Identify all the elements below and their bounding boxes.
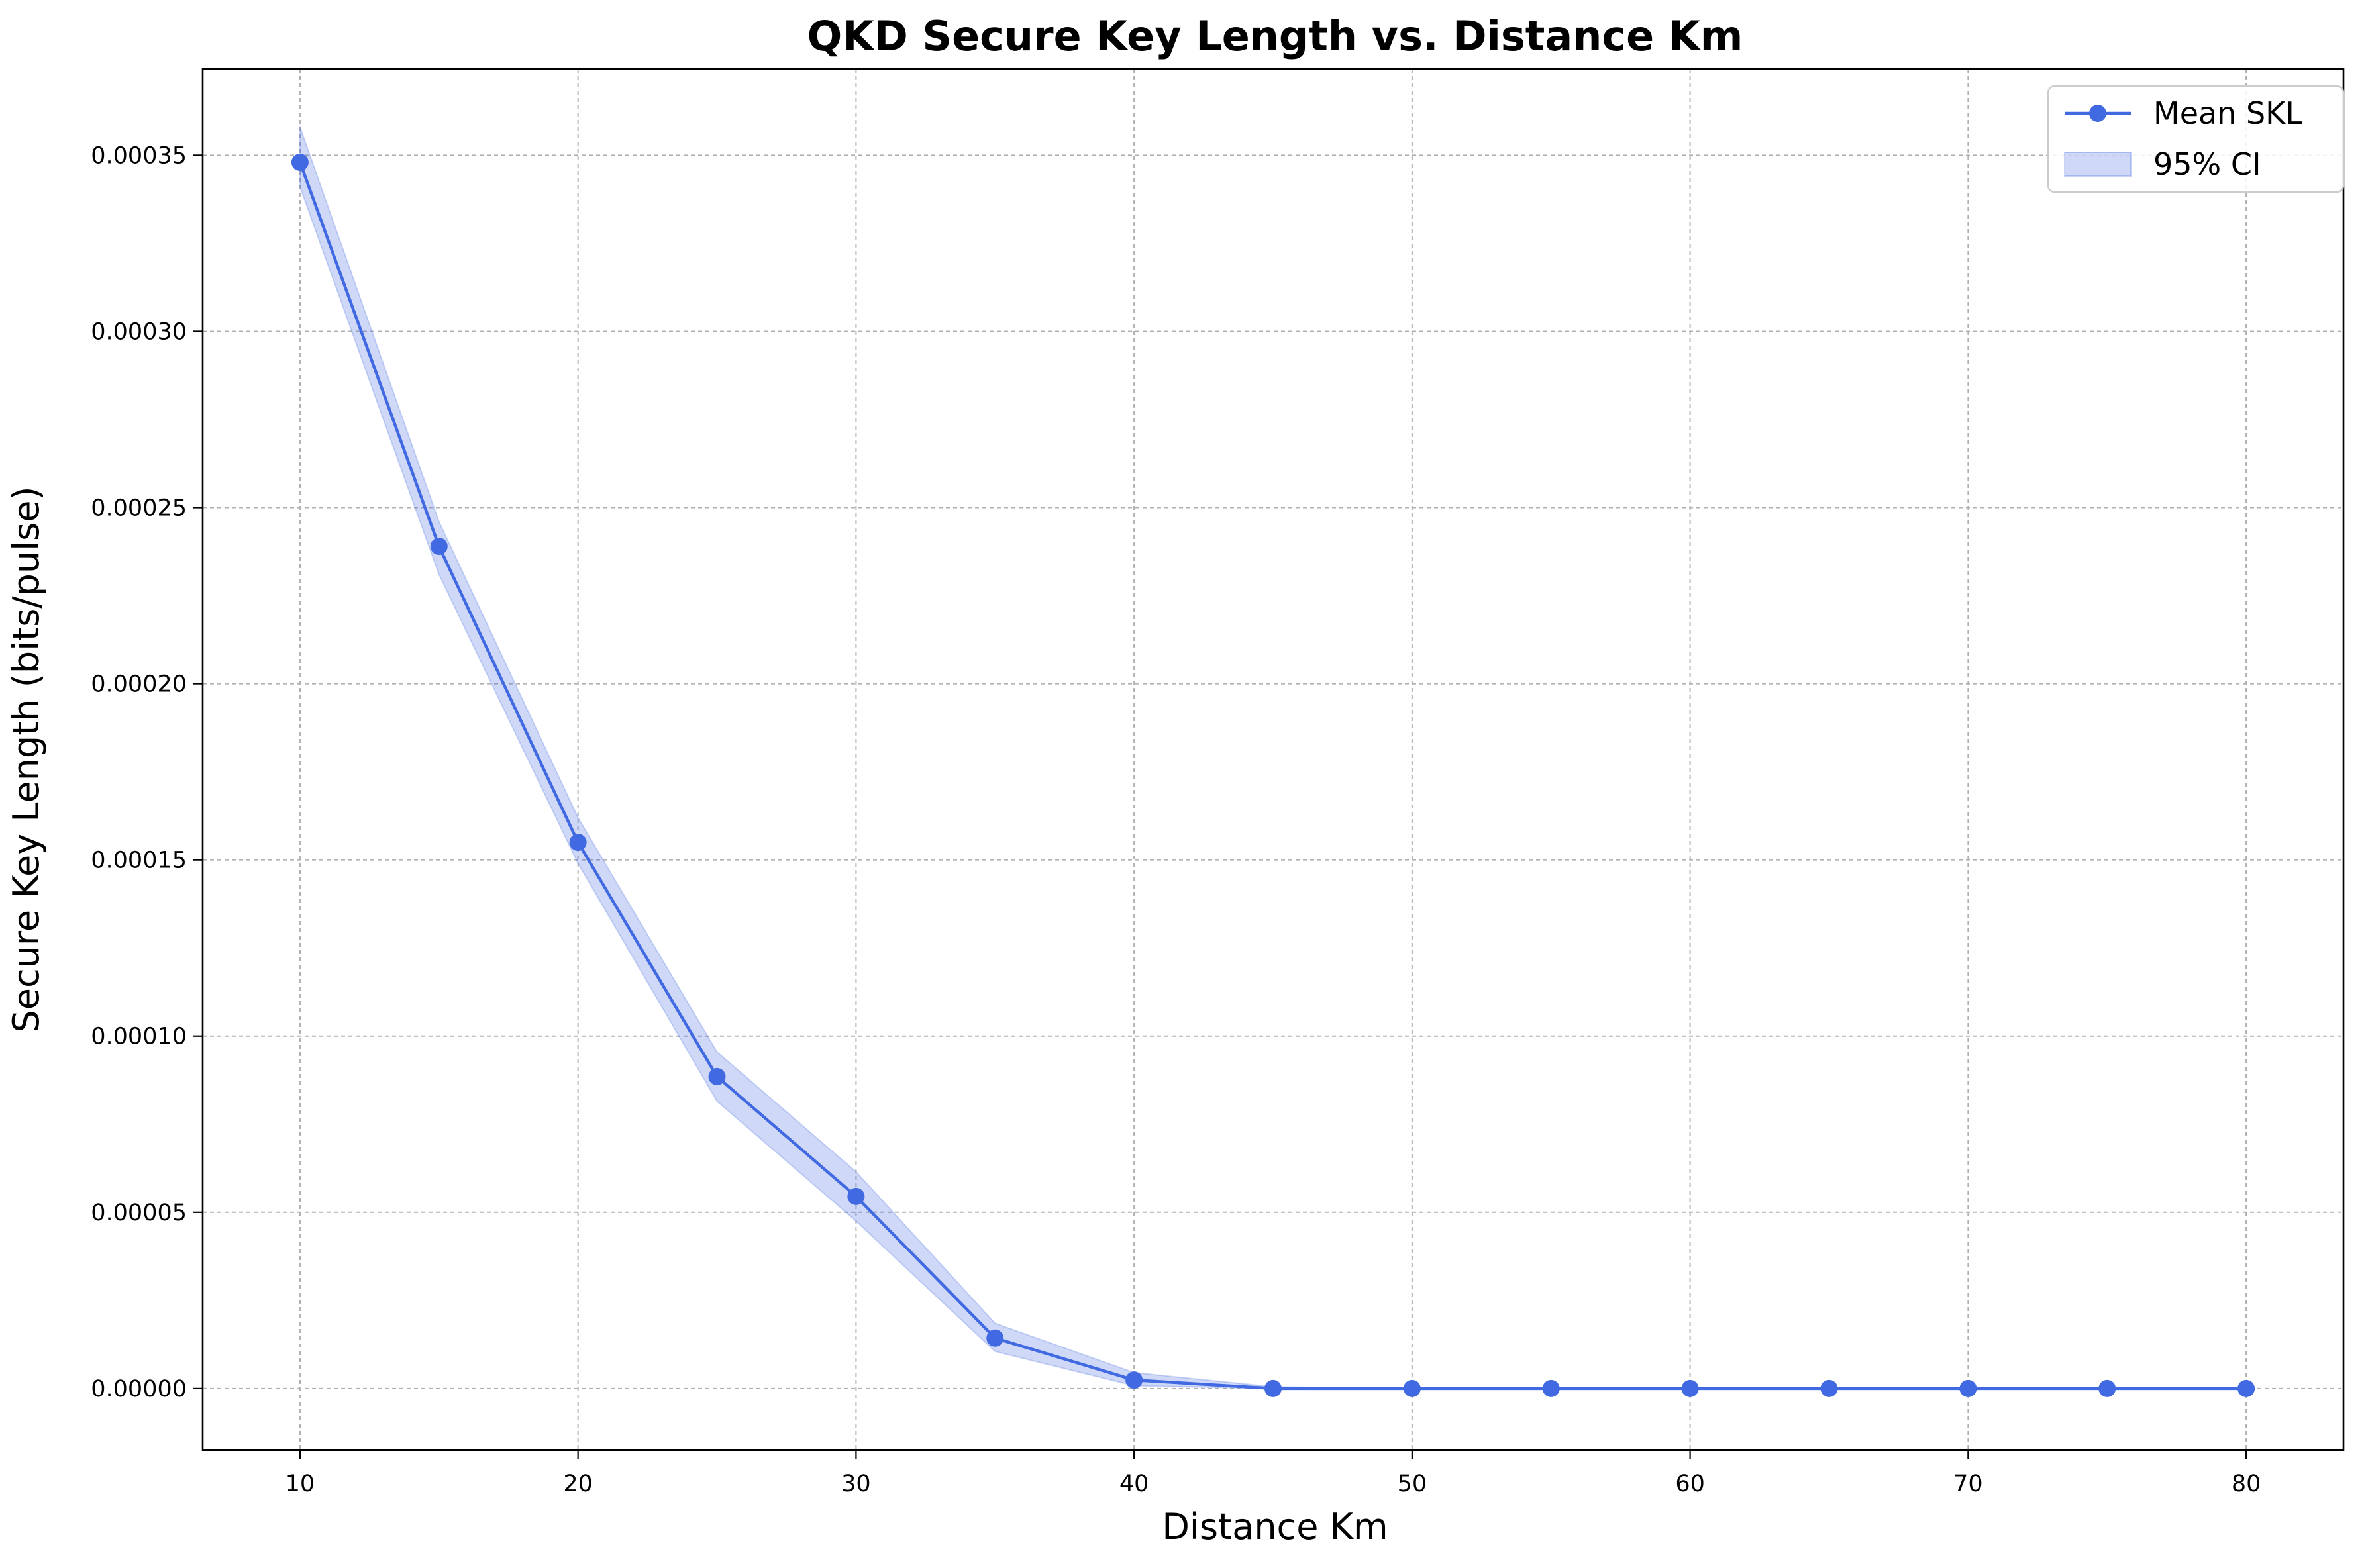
x-tick-label: 30 [841,1471,871,1497]
y-tick-label: 0.00030 [91,318,187,345]
grid [203,69,2343,1450]
data-point [1125,1371,1143,1389]
x-tick-label: 10 [285,1471,315,1497]
data-point [1542,1379,1560,1397]
data-point [430,538,448,556]
x-tick-label: 20 [563,1471,593,1497]
y-axis-label: Secure Key Length (bits/pulse) [5,486,47,1032]
data-point [986,1329,1004,1347]
y-tick-label: 0.00025 [91,495,187,522]
data-point [1403,1379,1421,1397]
x-axis-ticks: 10 20 30 40 50 60 70 80 [285,1450,2261,1497]
chart-title: QKD Secure Key Length vs. Distance Km [807,12,1743,60]
y-tick-label: 0.00010 [91,1024,187,1050]
x-tick-label: 60 [1675,1471,1705,1497]
x-tick-label: 50 [1398,1471,1427,1497]
y-tick-label: 0.00020 [91,671,187,698]
x-tick-label: 40 [1119,1471,1149,1497]
legend-marker-swatch [2089,105,2106,122]
data-point [291,154,309,172]
y-tick-label: 0.00005 [91,1200,187,1226]
x-tick-label: 70 [1953,1471,1983,1497]
y-axis-ticks: 0.00000 0.00005 0.00010 0.00015 0.00020 0.000… [91,142,203,1402]
x-axis-label: Distance Km [1162,1506,1388,1547]
data-point [1820,1379,1838,1397]
y-tick-label: 0.00035 [91,142,187,169]
y-tick-label: 0.00000 [91,1376,187,1402]
data-point-layer [291,154,2255,1397]
legend-band-swatch [2064,152,2132,177]
data-point [569,834,587,852]
data-point [1264,1379,1282,1397]
legend-label-mean: Mean SKL [2153,95,2302,131]
data-point [847,1187,865,1205]
legend: Mean SKL 95% CI [2047,85,2345,193]
data-point [708,1067,726,1085]
data-point [1681,1379,1699,1397]
data-point [2098,1379,2116,1397]
legend-label-ci: 95% CI [2153,146,2261,182]
y-tick-label: 0.00015 [91,848,187,874]
data-point [1959,1379,1977,1397]
x-tick-label: 80 [2232,1471,2261,1497]
plot-frame [201,68,2345,1451]
data-point [2237,1379,2255,1397]
